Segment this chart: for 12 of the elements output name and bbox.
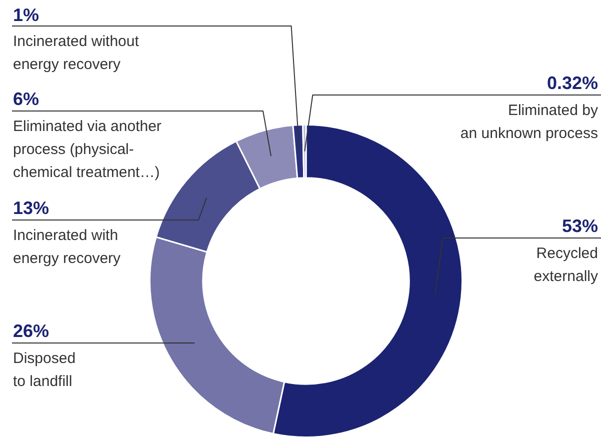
data-label: 13% (13, 198, 50, 218)
data-label: 26% (13, 321, 50, 341)
slice-label: Eliminated via another process (physical- chemical treatment…) (13, 118, 162, 181)
slice-label: Eliminated by an unknown process (460, 102, 598, 142)
data-label: 1% (13, 5, 40, 25)
slice-label: Recycled externally (534, 245, 598, 285)
data-label: 6% (13, 89, 40, 109)
slice-label: Incinerated without energy recovery (13, 33, 140, 73)
data-label: 0.32% (546, 73, 598, 93)
data-label: 53% (562, 216, 598, 236)
slice-label: Incinerated with energy recovery (13, 227, 122, 267)
slice-label: Disposed to landfill (13, 350, 76, 390)
